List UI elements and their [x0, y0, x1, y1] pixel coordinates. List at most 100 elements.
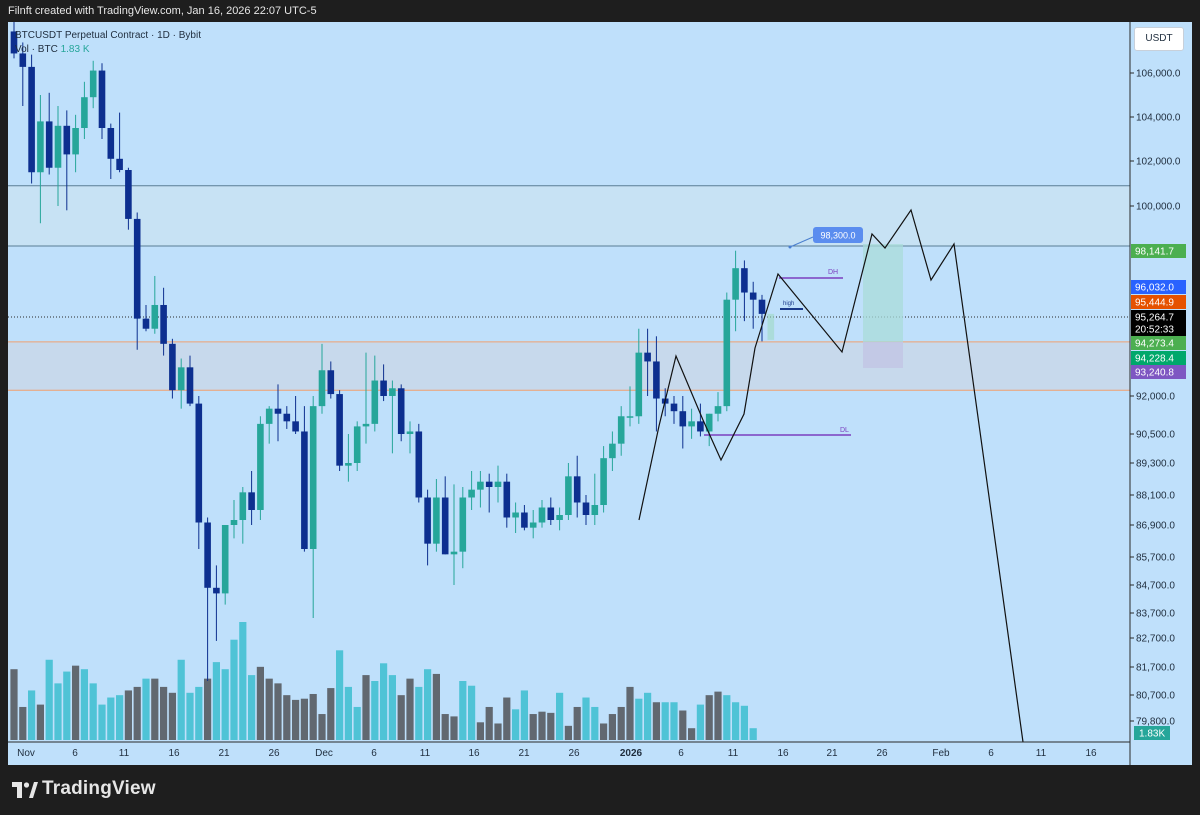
volume-bar [661, 702, 669, 740]
time-tick-label: 21 [826, 748, 838, 759]
candle [494, 481, 502, 487]
candle [485, 481, 493, 487]
currency-unit-button[interactable]: USDT [1134, 27, 1184, 51]
price-label-text: 98,141.7 [1135, 247, 1174, 258]
candle [406, 431, 414, 434]
candle [679, 411, 687, 427]
price-label-text: 95,264.7 [1135, 313, 1174, 324]
time-tick-label: 11 [1036, 748, 1047, 759]
volume-bar [485, 706, 493, 740]
volume-bar [89, 683, 97, 740]
volume-bar [608, 714, 616, 740]
volume-bar [72, 665, 80, 740]
volume-bar [160, 686, 168, 740]
projection-box-up [863, 244, 903, 342]
volume-bar [406, 678, 414, 740]
candle [81, 97, 88, 128]
candle [160, 304, 167, 344]
volume-bar [318, 714, 326, 740]
volume-bar [265, 678, 273, 740]
volume-bar [679, 710, 687, 740]
volume-bar [133, 686, 141, 740]
candle [591, 505, 599, 515]
volume-bar [230, 639, 238, 740]
price-tick-label: 88,100.0 [1136, 491, 1175, 502]
volume-bar [45, 659, 53, 740]
volume-bar [591, 706, 599, 740]
price-label-tag [1131, 295, 1186, 309]
volume-bar [371, 681, 379, 740]
time-tick-label: Dec [315, 748, 333, 759]
candle [670, 403, 678, 412]
candle [257, 423, 264, 510]
volume-bar [186, 692, 194, 740]
candle [72, 128, 79, 155]
volume-bar [124, 690, 132, 740]
dl-label: DL [840, 427, 849, 434]
candle [538, 507, 546, 523]
candle [732, 268, 739, 300]
price-tick-label: 81,700.0 [1136, 663, 1175, 674]
candle [204, 522, 211, 588]
volume-bar [327, 688, 335, 740]
volume-bar [212, 662, 220, 740]
candle [309, 406, 317, 549]
candle [424, 497, 431, 544]
candle [477, 481, 484, 490]
candle [635, 352, 643, 417]
volume-bar [740, 705, 748, 740]
tradingview-logo-icon [12, 782, 38, 798]
chart-legend: BTCUSDT Perpetual Contract · 1D · Bybit … [15, 29, 201, 57]
price-label-tag [1131, 280, 1186, 294]
candle [54, 125, 62, 168]
volume-bar [494, 723, 502, 740]
projection-box-down [863, 342, 903, 368]
candle [565, 476, 572, 515]
volume-bar [292, 699, 300, 740]
volume-bar [397, 695, 405, 740]
candle [336, 394, 343, 466]
brand-bar: TradingView [0, 765, 1200, 815]
candle [714, 406, 722, 414]
candle [63, 125, 71, 155]
candle [353, 426, 361, 463]
volume-bar [688, 728, 696, 740]
volume-bar [432, 673, 440, 740]
time-tick-label: 11 [420, 748, 431, 759]
price-label-text: 96,032.0 [1135, 283, 1174, 294]
candle [142, 318, 150, 329]
volume-bar [600, 723, 608, 740]
volume-bar [626, 686, 634, 740]
candle [345, 463, 352, 466]
volume-bar [503, 697, 511, 740]
candle [116, 158, 123, 170]
price-label-text: 94,273.4 [1135, 339, 1174, 350]
candle [617, 416, 625, 444]
candle [626, 416, 634, 418]
volume-bar [107, 697, 115, 740]
candle [371, 380, 379, 424]
candle [89, 70, 97, 98]
price-tick-label: 92,000.0 [1136, 392, 1175, 403]
volume-bar [221, 669, 229, 740]
candle [37, 121, 44, 173]
volume-bar [80, 669, 88, 740]
time-tick-label: 16 [468, 748, 480, 759]
candle [98, 70, 106, 128]
price-label-tag [1131, 244, 1186, 258]
volume-value: 1.83 K [60, 44, 90, 55]
candle [503, 481, 511, 518]
time-tick-label: 26 [568, 748, 580, 759]
chart-canvas[interactable]: DH DL high 98,300.0 106,000.0 104,000.0 102,00… [8, 22, 1192, 765]
candle [758, 299, 766, 314]
price-tick-label: 106,000.0 [1136, 69, 1181, 80]
chart-frame[interactable]: DH DL high 98,300.0 106,000.0 104,000.0 102,00… [8, 22, 1192, 765]
volume-bar [28, 690, 36, 740]
candle [177, 367, 185, 391]
volume-bar [195, 686, 203, 740]
volume-bar [564, 725, 572, 740]
symbol-title: BTCUSDT Perpetual Contract · 1D · Bybit [15, 30, 201, 41]
volume-value-text: 1.83K [1139, 729, 1165, 740]
volume-bar [732, 702, 740, 740]
price-label-text: 93,240.8 [1135, 368, 1174, 379]
